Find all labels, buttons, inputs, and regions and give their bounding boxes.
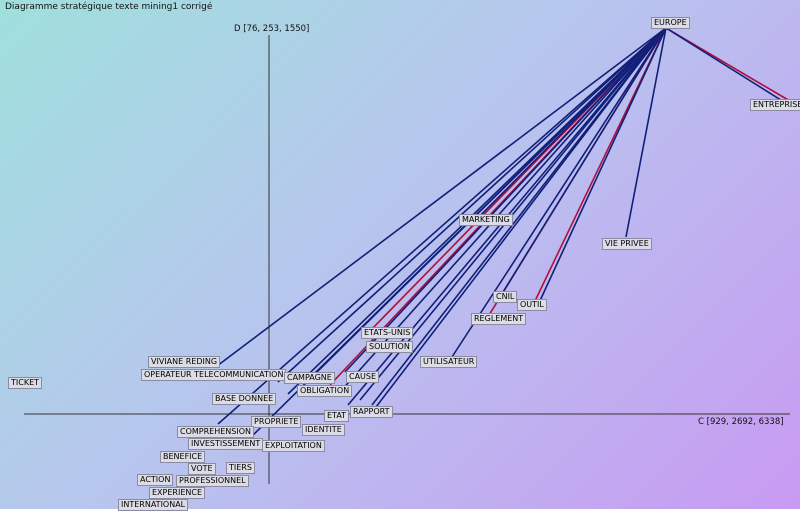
vertical-axis-label: D [76, 253, 1550] (234, 24, 310, 34)
link-line (469, 27, 667, 227)
term-operateur[interactable]: OPERATEUR TELECOMMUNICATION (141, 369, 287, 381)
link-line (499, 27, 667, 298)
term-viviane-reding[interactable]: VIVIANE REDING (148, 356, 221, 368)
link-line (449, 27, 667, 361)
term-action[interactable]: ACTION (137, 474, 174, 486)
term-propriete[interactable]: PROPRIETE (251, 416, 302, 428)
link-line (537, 27, 667, 306)
link-line (625, 27, 667, 238)
term-exploitation[interactable]: EXPLOITATION (262, 440, 325, 452)
term-vie-privee[interactable]: VIE PRIVEE (602, 238, 652, 250)
link-line (665, 27, 793, 108)
term-rapport[interactable]: RAPPORT (350, 406, 393, 418)
term-ticket[interactable]: TICKET (8, 377, 43, 389)
link-line (375, 27, 667, 408)
term-etat[interactable]: ETAT (324, 410, 350, 422)
link-line (217, 27, 667, 425)
term-solution[interactable]: SOLUTION (366, 341, 413, 353)
term-experience[interactable]: EXPERIENCE (149, 487, 206, 499)
term-utilisateur[interactable]: UTILISATEUR (420, 356, 478, 368)
term-outil[interactable]: OUTIL (517, 299, 547, 311)
term-obligation[interactable]: OBLIGATION (297, 385, 353, 397)
link-line (344, 27, 667, 373)
term-marketing[interactable]: MARKETING (459, 214, 513, 226)
term-professionnel[interactable]: PROFESSIONNEL (176, 475, 249, 487)
term-cause[interactable]: CAUSE (346, 371, 380, 383)
link-line (277, 27, 667, 383)
term-europe[interactable]: EUROPE (651, 17, 690, 29)
term-identite[interactable]: IDENTITE (302, 424, 345, 436)
term-cnil[interactable]: CNIL (493, 291, 518, 303)
term-international[interactable]: INTERNATIONAL (118, 499, 189, 511)
term-investissement[interactable]: INVESTISSEMENT (188, 438, 264, 450)
link-line (216, 27, 667, 367)
term-comprehension[interactable]: COMPREHENSION (177, 426, 254, 438)
term-entreprise[interactable]: ENTREPRISE (750, 99, 800, 111)
diagram-title: Diagramme stratégique texte mining1 corr… (5, 2, 213, 12)
term-campagne[interactable]: CAMPAGNE (284, 372, 335, 384)
term-benefice[interactable]: BENEFICE (160, 451, 206, 463)
term-etats-unis[interactable]: ETATS-UNIS (361, 327, 414, 339)
term-tiers[interactable]: TIERS (226, 462, 255, 474)
link-line (311, 27, 667, 377)
term-vote[interactable]: VOTE (188, 463, 216, 475)
term-base-donnee[interactable]: BASE DONNEE (212, 393, 277, 405)
term-reglement[interactable]: REGLEMENT (471, 313, 527, 325)
horizontal-axis-label: C [929, 2692, 6338] (698, 417, 784, 427)
